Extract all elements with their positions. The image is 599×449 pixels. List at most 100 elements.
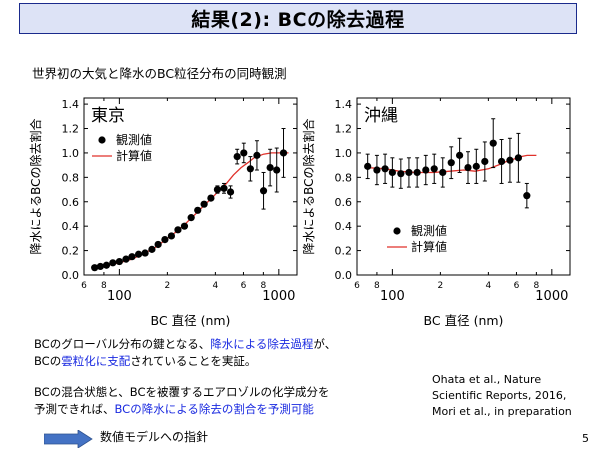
reference-block: Ohata et al., Nature Scientific Reports,…	[432, 372, 572, 420]
chart1-legend-label-observed: 観測値	[116, 132, 152, 147]
chart1-model-line	[94, 152, 289, 269]
chart1-data-point	[187, 214, 195, 222]
chart1-data-point	[200, 200, 208, 208]
chart1-ytick-label: 0.0	[62, 269, 80, 282]
chart1-data-point	[174, 226, 182, 234]
chart2-xtick-label-minor: 2	[438, 281, 444, 291]
para2-text-a: BCの混合状態と、BCを被覆するエアロゾルの化学成分を	[34, 385, 330, 399]
chart1-data-point	[220, 184, 228, 192]
chart1-xtick-label-minor: 4	[213, 281, 219, 291]
chart2-data-point	[381, 165, 389, 173]
chart1-ytick-label: 1.2	[62, 123, 80, 136]
chart1-data-point	[91, 264, 99, 272]
chart2-data-point	[497, 157, 506, 166]
conclusion-paragraph-1: BCのグローバル分布の鍵となる、降水による除去過程が、 BCの雲粒化に支配されて…	[34, 336, 336, 370]
chart2-xtick-label-major: 100	[380, 289, 405, 304]
slide-title-box: 結果(2): BCの除去過程	[19, 3, 577, 34]
para1-highlight-removal: 降水による除去過程	[210, 337, 314, 351]
chart1-data-point	[266, 163, 274, 172]
reference-line-1: Ohata et al., Nature	[432, 373, 542, 386]
chart1-data-point	[253, 151, 261, 159]
chart1-data-point	[233, 152, 241, 161]
chart2-ytick-label: 1.2	[335, 123, 353, 136]
chart2-data-point	[364, 162, 372, 170]
chart1-xlabel: BC 直径 (nm)	[151, 313, 231, 328]
chart1-ytick-label: 0.2	[62, 245, 80, 258]
chart2-data-point	[388, 168, 396, 177]
chart2-data-point	[413, 168, 421, 177]
chart1-ytick-label: 0.8	[62, 171, 80, 184]
chart1-data-point	[122, 255, 130, 263]
para2-text-b: 予測できれば、	[34, 402, 115, 416]
chart2-plot-frame	[356, 97, 571, 276]
chart2-xtick-label-minor: 6	[354, 281, 360, 291]
page-number: 5	[582, 432, 589, 445]
reference-line-2: Scientific Reports, 2016,	[432, 389, 567, 402]
chart2-ytick-label: 0.8	[335, 171, 353, 184]
chart2-data-point	[405, 168, 413, 177]
chart1-data-point	[279, 149, 288, 157]
slide-subtitle: 世界初の大気と降水のBC粒径分布の同時観測	[32, 66, 287, 81]
chart2-xtick-label-minor: 6	[514, 281, 520, 291]
chart2-data-point	[489, 139, 497, 147]
para1-text-c: が、	[313, 337, 337, 351]
chart1-data-point	[128, 253, 136, 261]
para1-highlight-cloud: 雲粒化に支配	[61, 354, 131, 368]
chart2-data-point	[472, 162, 480, 170]
chart2-data-point	[439, 168, 447, 177]
chart1-xtick-label-minor: 6	[81, 281, 87, 291]
chart2-legend-label-model: 計算値	[411, 239, 447, 254]
conclusion-paragraph-2: BCの混合状態と、BCを被覆するエアロゾルの化学成分を 予測できれば、BCの降水…	[34, 384, 329, 418]
para1-text-f: されていることを実証。	[130, 354, 257, 368]
chart1-data-point	[141, 249, 149, 257]
chart2-data-point	[523, 192, 531, 200]
chart1-ytick-label: 1.0	[62, 147, 80, 160]
chart2-ytick-label: 0.4	[335, 220, 353, 233]
chart2-xtick-label-minor: 8	[374, 281, 380, 291]
chart1-data-point	[115, 257, 123, 266]
chart1-xtick-label-minor: 8	[101, 281, 107, 291]
chart2-ylabel: 降水によるBCの除去割合	[301, 118, 316, 254]
chart1-legend-label-model: 計算値	[116, 148, 152, 163]
chart1-data-point	[240, 149, 248, 157]
right-arrow-icon	[44, 430, 93, 448]
chart2-data-point	[514, 154, 522, 162]
chart1-data-point	[207, 194, 215, 202]
chart2-data-point	[397, 170, 405, 178]
chart2-xtick-label-minor: 8	[534, 281, 540, 291]
chart2-legend-label-observed: 観測値	[411, 223, 447, 238]
chart1-data-point	[273, 166, 281, 174]
chart2-ytick-label: 1.4	[335, 98, 353, 111]
reference-line-3: Mori et al., in preparation	[432, 405, 572, 418]
chart1-data-point	[213, 185, 222, 194]
chart1-ylabel: 降水によるBCの除去割合	[28, 118, 43, 254]
chart1-xtick-label-major: 1000	[262, 289, 295, 304]
chart1-xtick-label-major: 100	[107, 289, 132, 304]
para1-text-d: BCの	[34, 354, 62, 368]
chart1-data-point	[259, 187, 268, 195]
chart1-data-point	[148, 245, 156, 253]
chart2-data-point	[447, 159, 455, 167]
chart2-data-point	[373, 166, 381, 174]
chart1-xtick-label-minor: 6	[241, 281, 247, 291]
chart1-data-point	[109, 259, 117, 267]
chart1-ytick-label: 0.6	[62, 196, 80, 209]
chart2-data-point	[506, 156, 514, 164]
chart2-data-point	[464, 163, 472, 172]
arrow-caption: 数値モデルへの指針	[100, 430, 209, 444]
chart2-ytick-label: 1.0	[335, 147, 353, 160]
chart2-ytick-label: 0.6	[335, 196, 353, 209]
chart1-data-point	[180, 222, 189, 230]
chart2-data-point	[481, 157, 489, 166]
chart2-xtick-label-major: 1000	[535, 289, 568, 304]
chart1-xtick-label-minor: 8	[261, 281, 267, 291]
chart2-ytick-label: 0.0	[335, 269, 353, 282]
chart1-data-point	[167, 232, 176, 240]
para1-text-a: BCのグローバル分布の鍵となる、	[34, 337, 211, 351]
chart1-plot-frame	[83, 97, 298, 276]
chart2-data-point	[456, 151, 464, 159]
chart1-data-point	[161, 236, 169, 244]
chart1-data-point	[194, 206, 202, 214]
chart1-data-point	[154, 240, 162, 249]
